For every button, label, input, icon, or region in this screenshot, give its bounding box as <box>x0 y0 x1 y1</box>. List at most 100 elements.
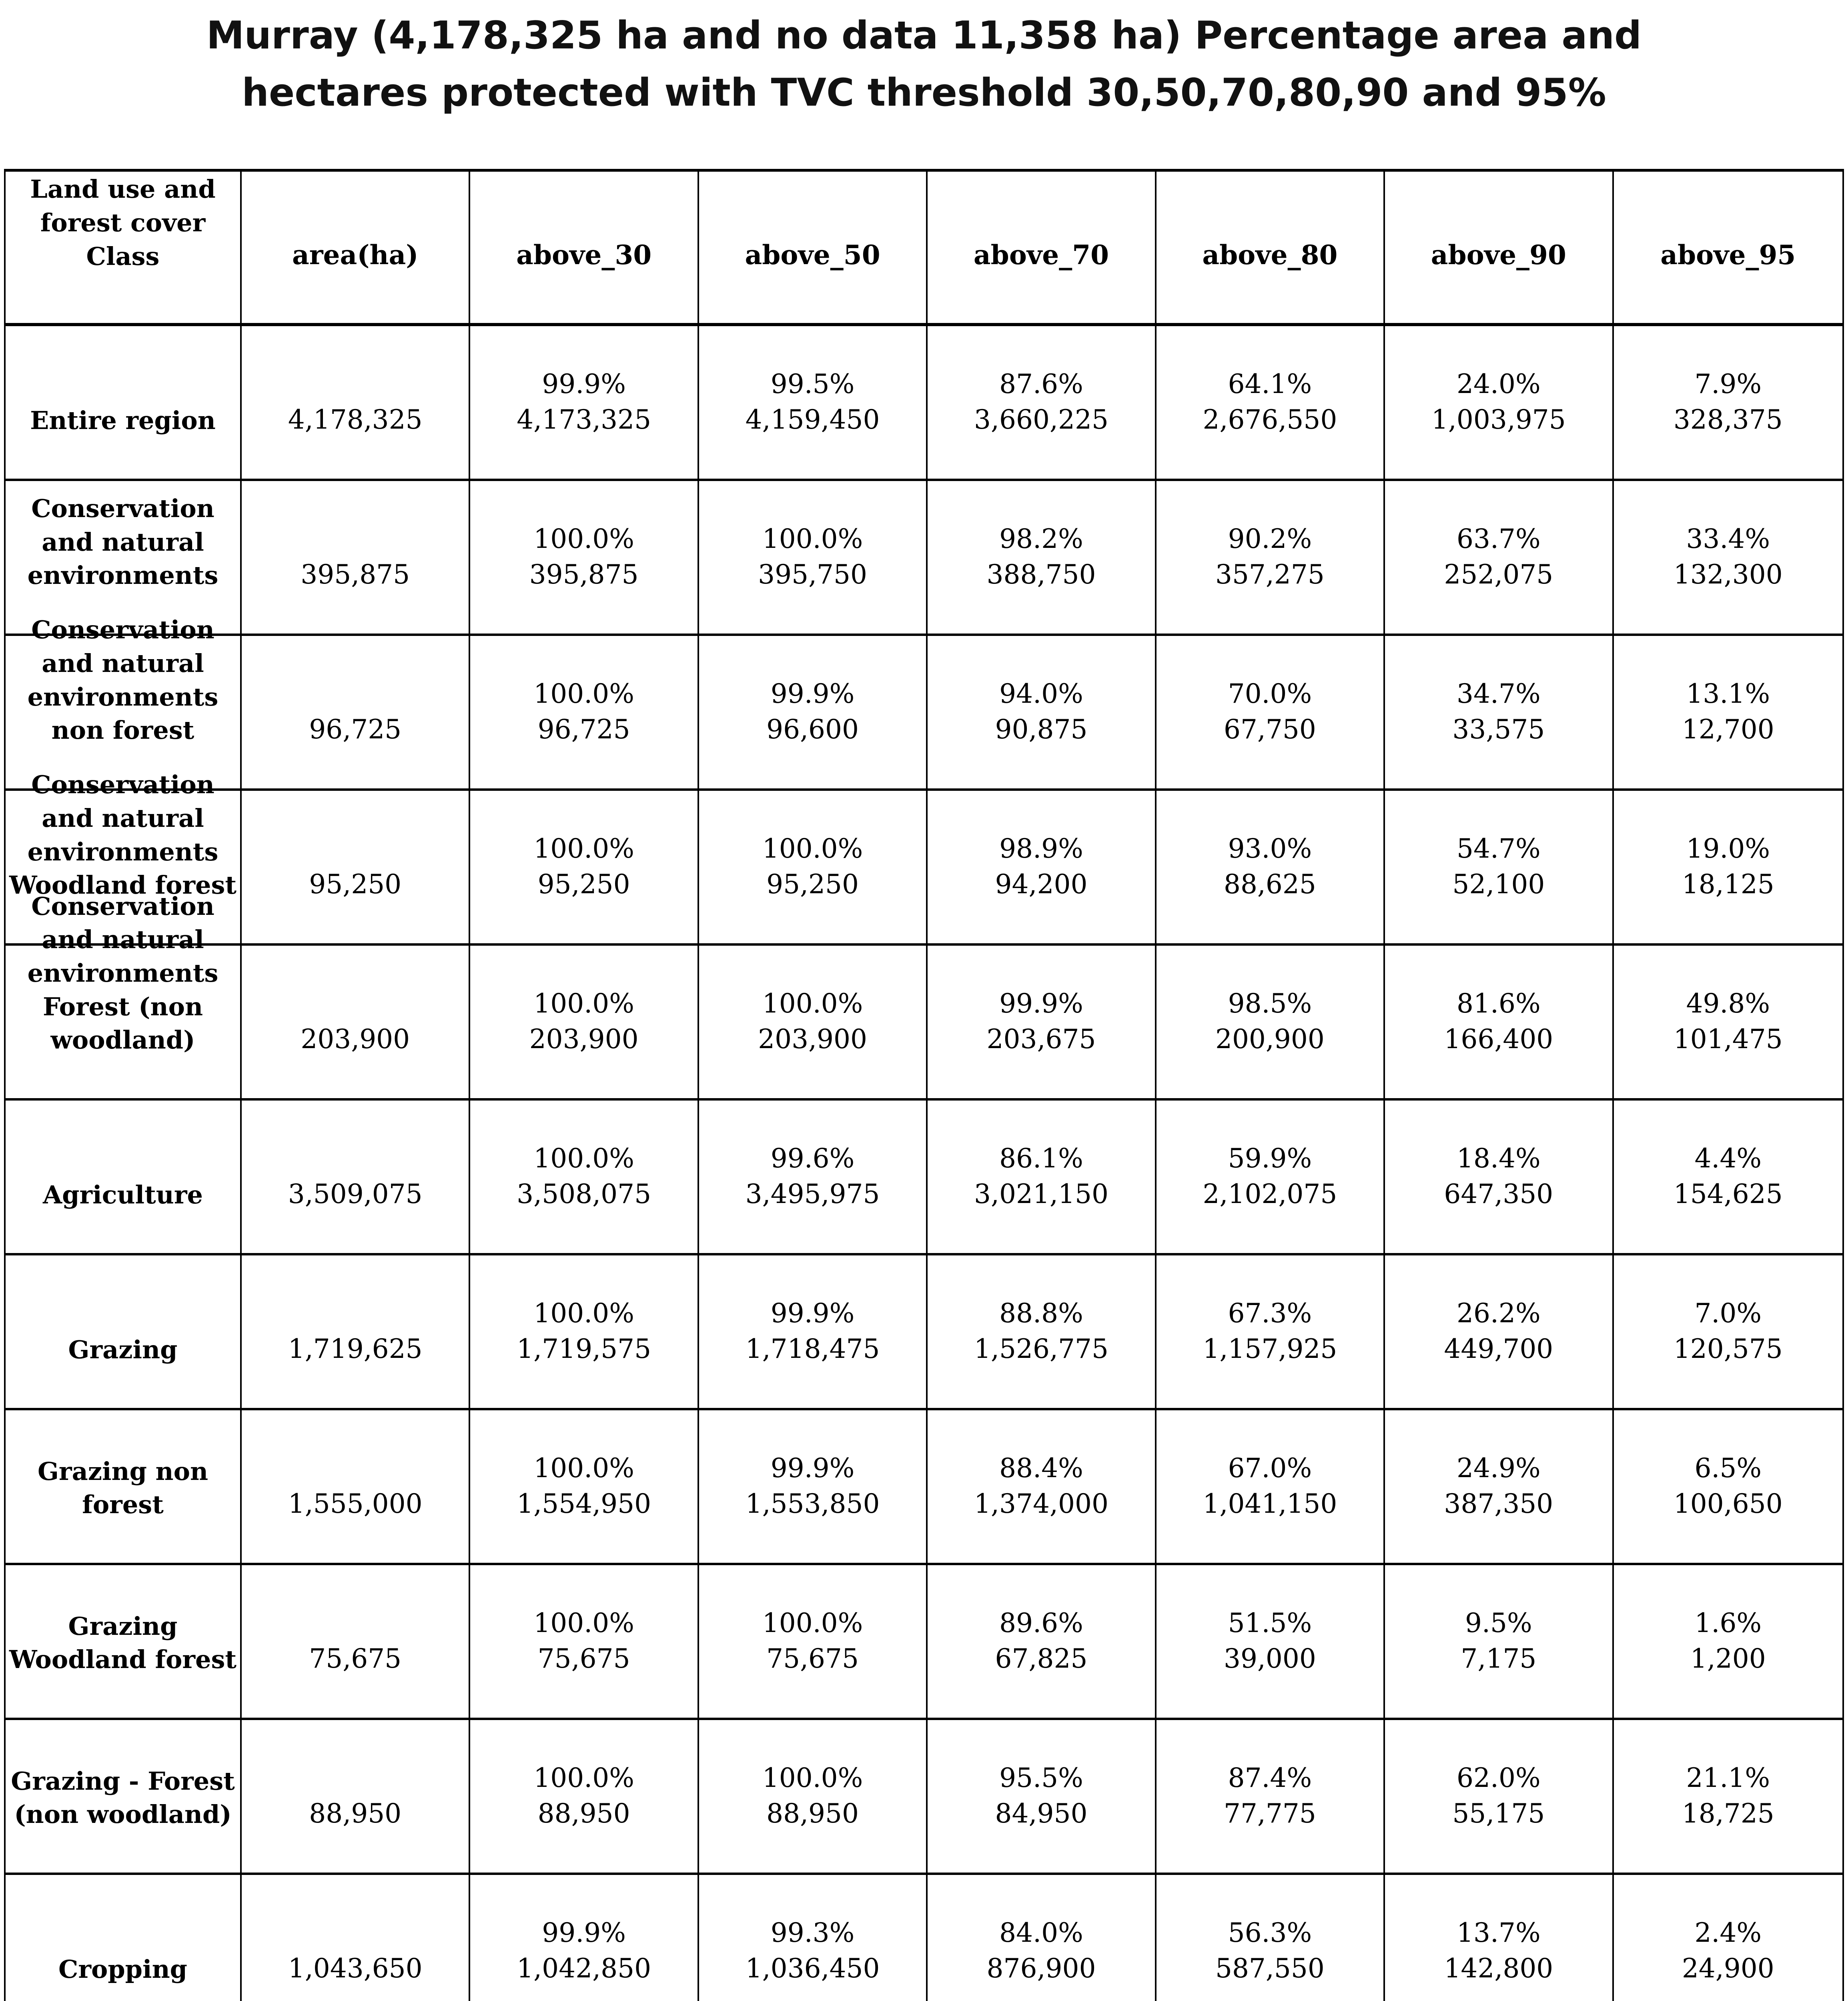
row-label-cell: Conservation and natural environments no… <box>6 615 242 788</box>
percent-value: 86.1% <box>999 1143 1083 1174</box>
hectare-value: 3,508,075 <box>517 1179 651 1210</box>
row-data-cell: 13.7% 142,800 <box>1385 1875 1614 2001</box>
table-rows: Entire region 4,178,325 99.9% 4,173,325 99.5… <box>6 326 1842 2001</box>
percent-value: 98.5% <box>1228 988 1312 1019</box>
hectare-value: 100,650 <box>1673 1488 1783 1520</box>
row-data-cell: 99.9% 1,553,850 <box>699 1410 928 1563</box>
hectare-value: 1,374,000 <box>974 1488 1108 1520</box>
row-data-cell: 88.4% 1,374,000 <box>928 1410 1157 1563</box>
header-cell-above70: above_70 <box>928 172 1157 323</box>
percent-value: 100.0% <box>762 1607 863 1638</box>
row-data-cell: 84.0% 876,900 <box>928 1875 1157 2001</box>
row-data-cell: 24.0% 1,003,975 <box>1385 326 1614 479</box>
row-data-cell: 13.1% 12,700 <box>1614 636 1842 788</box>
percent-value: 54.7% <box>1457 833 1541 864</box>
table-row: Grazing - Forest (non woodland) 88,950 100… <box>6 1720 1842 1875</box>
hectare-value: 75,675 <box>766 1643 859 1674</box>
percent-value: 67.0% <box>1228 1452 1312 1484</box>
row-data-cell: 100.0% 203,900 <box>699 946 928 1098</box>
percent-value: 51.5% <box>1228 1607 1312 1638</box>
row-data-cell: 81.6% 166,400 <box>1385 946 1614 1098</box>
percent-value: 98.9% <box>999 833 1083 864</box>
hectare-value: 252,075 <box>1444 559 1553 590</box>
row-data-cell: 89.6% 67,825 <box>928 1565 1157 1718</box>
percent-value: 4.4% <box>1694 1143 1762 1174</box>
percent-value: 26.2% <box>1457 1297 1541 1329</box>
hectare-value: 18,125 <box>1682 869 1774 900</box>
page-title: Murray (4,178,325 ha and no data 11,358 … <box>0 7 1848 121</box>
hectare-value: 18,725 <box>1682 1798 1774 1829</box>
hectare-value: 2,102,075 <box>1203 1179 1337 1210</box>
hectare-value: 1,200 <box>1690 1643 1766 1674</box>
percent-value: 99.9% <box>542 368 626 399</box>
percent-value: 89.6% <box>999 1607 1083 1638</box>
row-data-cell: 9.5% 7,175 <box>1385 1565 1614 1718</box>
row-data-cell: 21.1% 18,725 <box>1614 1720 1842 1873</box>
percent-value: 62.0% <box>1457 1762 1541 1793</box>
row-label-cell: Entire region <box>6 326 242 479</box>
row-area-cell: 1,719,625 <box>242 1255 471 1408</box>
hectare-value: 166,400 <box>1444 1024 1553 1055</box>
land-use-table: Land use and forest cover Class area(ha)… <box>4 169 1844 2001</box>
row-data-cell: 86.1% 3,021,150 <box>928 1101 1157 1253</box>
percent-value: 70.0% <box>1228 678 1312 709</box>
row-data-cell: 7.9% 328,375 <box>1614 326 1842 479</box>
hectare-value: 67,825 <box>995 1643 1088 1674</box>
percent-value: 100.0% <box>533 988 634 1019</box>
hectare-value: 67,750 <box>1223 714 1316 745</box>
hectare-value: 88,625 <box>1223 869 1316 900</box>
row-data-cell: 98.9% 94,200 <box>928 791 1157 943</box>
percent-value: 88.8% <box>999 1297 1083 1329</box>
row-data-cell: 6.5% 100,650 <box>1614 1410 1842 1563</box>
percent-value: 81.6% <box>1457 988 1541 1019</box>
hectare-value: 203,900 <box>529 1024 639 1055</box>
hectare-value: 94,200 <box>995 869 1088 900</box>
row-label-cell: Grazing non forest <box>6 1410 242 1563</box>
row-data-cell: 99.9% 203,675 <box>928 946 1157 1098</box>
percent-value: 100.0% <box>533 1762 634 1793</box>
row-area-cell: 203,900 <box>242 946 471 1098</box>
percent-value: 94.0% <box>999 678 1083 709</box>
row-data-cell: 99.5% 4,159,450 <box>699 326 928 479</box>
hectare-value: 88,950 <box>766 1798 859 1829</box>
percent-value: 100.0% <box>533 523 634 554</box>
row-data-cell: 70.0% 67,750 <box>1157 636 1385 788</box>
row-data-cell: 100.0% 75,675 <box>470 1565 699 1718</box>
percent-value: 100.0% <box>533 678 634 709</box>
row-data-cell: 100.0% 203,900 <box>470 946 699 1098</box>
hectare-value: 357,275 <box>1215 559 1325 590</box>
row-data-cell: 54.7% 52,100 <box>1385 791 1614 943</box>
hectare-value: 12,700 <box>1682 714 1774 745</box>
percent-value: 100.0% <box>762 988 863 1019</box>
hectare-value: 1,042,850 <box>517 1953 651 1984</box>
percent-value: 64.1% <box>1228 368 1312 399</box>
percent-value: 99.9% <box>770 678 855 709</box>
hectare-value: 33,575 <box>1452 714 1545 745</box>
hectare-value: 328,375 <box>1673 404 1783 435</box>
hectare-value: 1,157,925 <box>1203 1333 1337 1365</box>
percent-value: 2.4% <box>1694 1917 1762 1948</box>
hectare-value: 876,900 <box>986 1953 1096 1984</box>
row-data-cell: 51.5% 39,000 <box>1157 1565 1385 1718</box>
row-label-cell: Agriculture <box>6 1101 242 1253</box>
hectare-value: 95,250 <box>537 869 630 900</box>
hectare-value: 96,725 <box>537 714 630 745</box>
header-cell-above95: above_95 <box>1660 239 1796 271</box>
table-header-row: Land use and forest cover Class area(ha)… <box>6 172 1842 326</box>
header-cell-above50: above_50 <box>699 172 928 323</box>
hectare-value: 1,718,475 <box>745 1333 880 1365</box>
hectare-value: 4,173,325 <box>517 404 651 435</box>
percent-value: 88.4% <box>999 1452 1083 1484</box>
row-data-cell: 94.0% 90,875 <box>928 636 1157 788</box>
row-data-cell: 87.4% 77,775 <box>1157 1720 1385 1873</box>
row-data-cell: 93.0% 88,625 <box>1157 791 1385 943</box>
row-data-cell: 99.9% 96,600 <box>699 636 928 788</box>
percent-value: 99.9% <box>542 1917 626 1948</box>
percent-value: 24.0% <box>1457 368 1541 399</box>
row-data-cell: 90.2% 357,275 <box>1157 481 1385 634</box>
row-label-cell: Grazing Woodland forest <box>6 1565 242 1718</box>
page-title-line1: Murray (4,178,325 ha and no data 11,358 … <box>206 14 1642 58</box>
percent-value: 24.9% <box>1457 1452 1541 1484</box>
row-data-cell: 99.9% 1,718,475 <box>699 1255 928 1408</box>
row-data-cell: 100.0% 1,554,950 <box>470 1410 699 1563</box>
